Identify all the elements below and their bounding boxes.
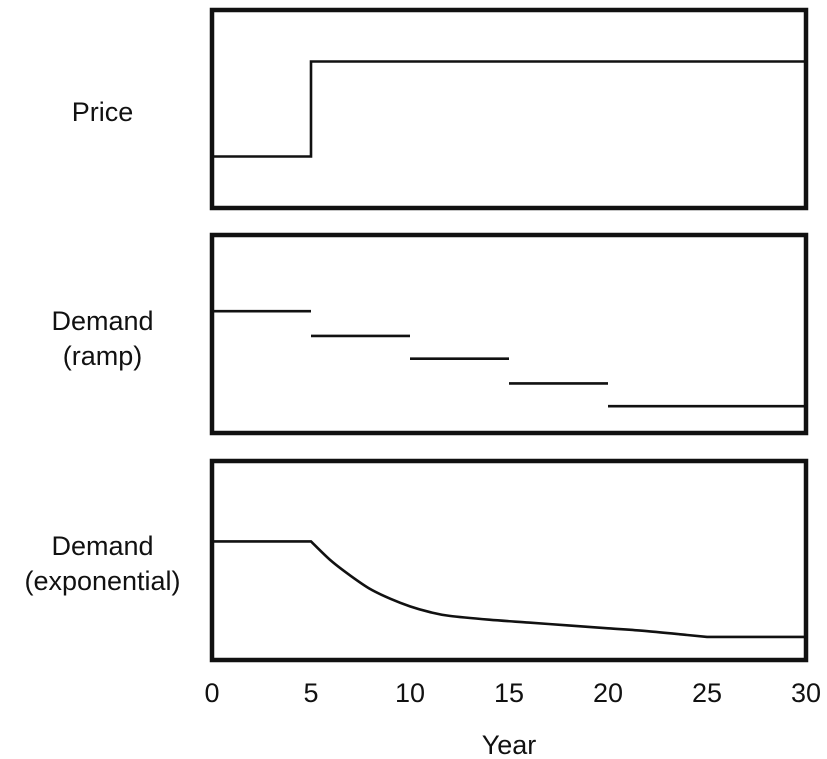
price-series-line [212, 60, 806, 158]
price-panel-label: Price [0, 95, 205, 130]
x-tick-label-30: 30 [791, 678, 821, 708]
demand-ramp-label-line-1: Demand [51, 306, 154, 336]
x-axis-title: Year [482, 730, 537, 759]
x-tick-label-15: 15 [494, 678, 524, 708]
demand-ramp-panel-label: Demand (ramp) [0, 304, 205, 374]
x-tick-label-5: 5 [303, 678, 318, 708]
demand-exponential-panel-label: Demand (exponential) [0, 529, 205, 599]
demand-exponential-label-line-2: (exponential) [24, 566, 181, 596]
x-tick-label-25: 25 [692, 678, 722, 708]
demand-ramp-plot-frame [209, 232, 809, 436]
x-tick-label-10: 10 [395, 678, 425, 708]
demand-exponential-series-line [212, 540, 806, 639]
price-plot-frame [209, 7, 809, 211]
price-label-line-1: Price [71, 97, 134, 127]
demand-exponential-plot-frame [209, 458, 809, 663]
x-tick-label-20: 20 [593, 678, 623, 708]
demand-exponential-label-line-1: Demand [51, 531, 154, 561]
demand-ramp-label-line-2: (ramp) [62, 341, 143, 371]
x-tick-label-0: 0 [204, 678, 219, 708]
